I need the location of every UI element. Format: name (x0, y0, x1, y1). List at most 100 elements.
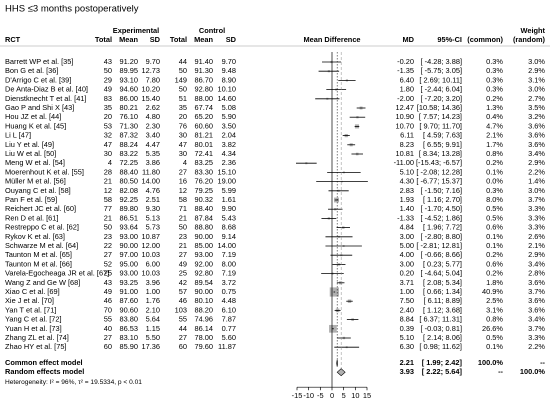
control-value: 58 (179, 195, 187, 204)
weight-random: 3.6% (528, 121, 545, 130)
ci-label: [ 1.96; 7.72] (423, 223, 462, 232)
experimental-value: 89.95 (120, 66, 139, 75)
control-value: 46 (179, 296, 187, 305)
experimental-value: 2.10 (146, 305, 160, 314)
control-value: 25 (179, 269, 187, 278)
experimental-value: 28 (104, 167, 112, 176)
summary-diamond (336, 359, 338, 367)
ci-label: [ -1.50; 7.16] (421, 186, 463, 195)
column-header: (random) (513, 35, 546, 44)
md-label: 1.80 (400, 85, 414, 94)
experimental-value: 29 (104, 75, 112, 84)
control-value: 57 (179, 287, 187, 296)
experimental-value: 80.50 (120, 177, 139, 186)
experimental-value: 93.00 (120, 232, 139, 241)
md-label: 6.30 (400, 342, 414, 351)
column-header: SD (226, 35, 237, 44)
experimental-value: 88.24 (120, 140, 139, 149)
experimental-value: 1.15 (146, 324, 160, 333)
control-value: 4.48 (222, 296, 236, 305)
md-label: 5.10 (400, 167, 414, 176)
weight-random: 3.3% (528, 204, 545, 213)
summary-name: Common effect model (5, 358, 83, 367)
study-name: Zhao HY et al. [75] (5, 342, 67, 351)
experimental-value: 76.10 (120, 112, 139, 121)
md-label: 1.00 (400, 287, 414, 296)
experimental-value: 5.13 (146, 213, 160, 222)
weight-random: 2.1% (528, 241, 545, 250)
weight-random: 3.7% (528, 324, 545, 333)
study-name: Schwarze M et al. [64] (5, 241, 78, 250)
summary-name: Random effects model (5, 367, 84, 376)
control-value: 42 (179, 278, 187, 287)
control-value: 21 (179, 241, 187, 250)
control-value: 83.25 (195, 158, 214, 167)
control-value: 11.87 (218, 342, 236, 351)
ci-label: [10.58; 14.36] (417, 103, 462, 112)
experimental-value: 83.10 (120, 333, 139, 342)
weight-random: 3.0% (528, 85, 545, 94)
x-tick-label: -5 (317, 391, 324, 400)
weight-random: 1.4% (528, 177, 545, 186)
column-header: RCT (5, 35, 21, 44)
weight-random: 3.6% (528, 140, 545, 149)
experimental-value: 70 (104, 305, 112, 314)
experimental-value: 88.40 (120, 167, 139, 176)
weight-random: 3.5% (528, 103, 545, 112)
control-value: 55 (179, 315, 187, 324)
control-value: 12 (179, 186, 187, 195)
study-name: Xiao C et al. [69] (5, 287, 60, 296)
weight-common: 0.8% (486, 315, 503, 324)
weight-random: -- (540, 358, 545, 367)
weight-common: 100.0% (478, 358, 503, 367)
experimental-value: 94.60 (120, 85, 139, 94)
study-name: Dienstknecht T et al. [41] (5, 94, 86, 103)
study-name: Moerenhout K et al. [55] (5, 167, 84, 176)
control-value: 27 (179, 250, 187, 259)
experimental-value: 60 (104, 342, 112, 351)
ci-label: [ 9.70; 11.70] (419, 121, 462, 130)
md-label: -0.20 (397, 57, 414, 66)
md-label: 7.50 (400, 296, 414, 305)
control-value: 5.43 (222, 213, 236, 222)
control-value: 8.00 (222, 259, 236, 268)
ci-label: [ 6.55; 9.91] (423, 140, 462, 149)
study-name: Liu Y et al. [49] (5, 140, 54, 149)
ci-label: [ 4.59; 7.63] (423, 131, 462, 140)
study-name: Müller M et al. [56] (5, 177, 66, 186)
experimental-value: 23 (104, 232, 112, 241)
column-header: Total (95, 35, 112, 44)
study-name: Barrett WP et al. [35] (5, 57, 73, 66)
ci-label: [ -4.28; 3.88] (421, 57, 463, 66)
md-label: 12.47 (396, 103, 415, 112)
md-label: -2.00 (397, 94, 414, 103)
experimental-value: 2.30 (146, 121, 160, 130)
md-label: 4.30 (400, 177, 414, 186)
control-value: 103 (175, 305, 187, 314)
weight-common: 1.7% (486, 140, 503, 149)
experimental-value: 83.22 (120, 149, 139, 158)
experimental-value: 14.00 (142, 177, 161, 186)
weight-random: 2.7% (528, 94, 545, 103)
experimental-value: 4 (108, 158, 112, 167)
experimental-value: 5.64 (146, 315, 160, 324)
experimental-value: 12.00 (142, 241, 161, 250)
md-label: -1.35 (397, 66, 414, 75)
control-value: 80.01 (195, 140, 214, 149)
experimental-value: 52 (104, 259, 112, 268)
weight-common: 2.5% (486, 296, 503, 305)
weight-common: 0.1% (486, 232, 503, 241)
experimental-value: 20 (104, 112, 112, 121)
ci-label: [ -5.75; 3.05] (421, 66, 463, 75)
md-label: 1.93 (400, 195, 414, 204)
experimental-value: 50 (104, 66, 112, 75)
md-label: 8.84 (400, 315, 414, 324)
study-name: D'Arrigo C et al. [39] (5, 75, 71, 84)
control-value: 7.19 (222, 250, 236, 259)
plot-area (296, 60, 368, 349)
weight-random: 3.3% (528, 213, 545, 222)
control-value: 30 (179, 149, 187, 158)
ci-label: [ 6.11; 8.89] (424, 296, 463, 305)
ci-label: [ 2.22; 5.64] (422, 367, 463, 376)
experimental-value: 83.80 (120, 315, 139, 324)
